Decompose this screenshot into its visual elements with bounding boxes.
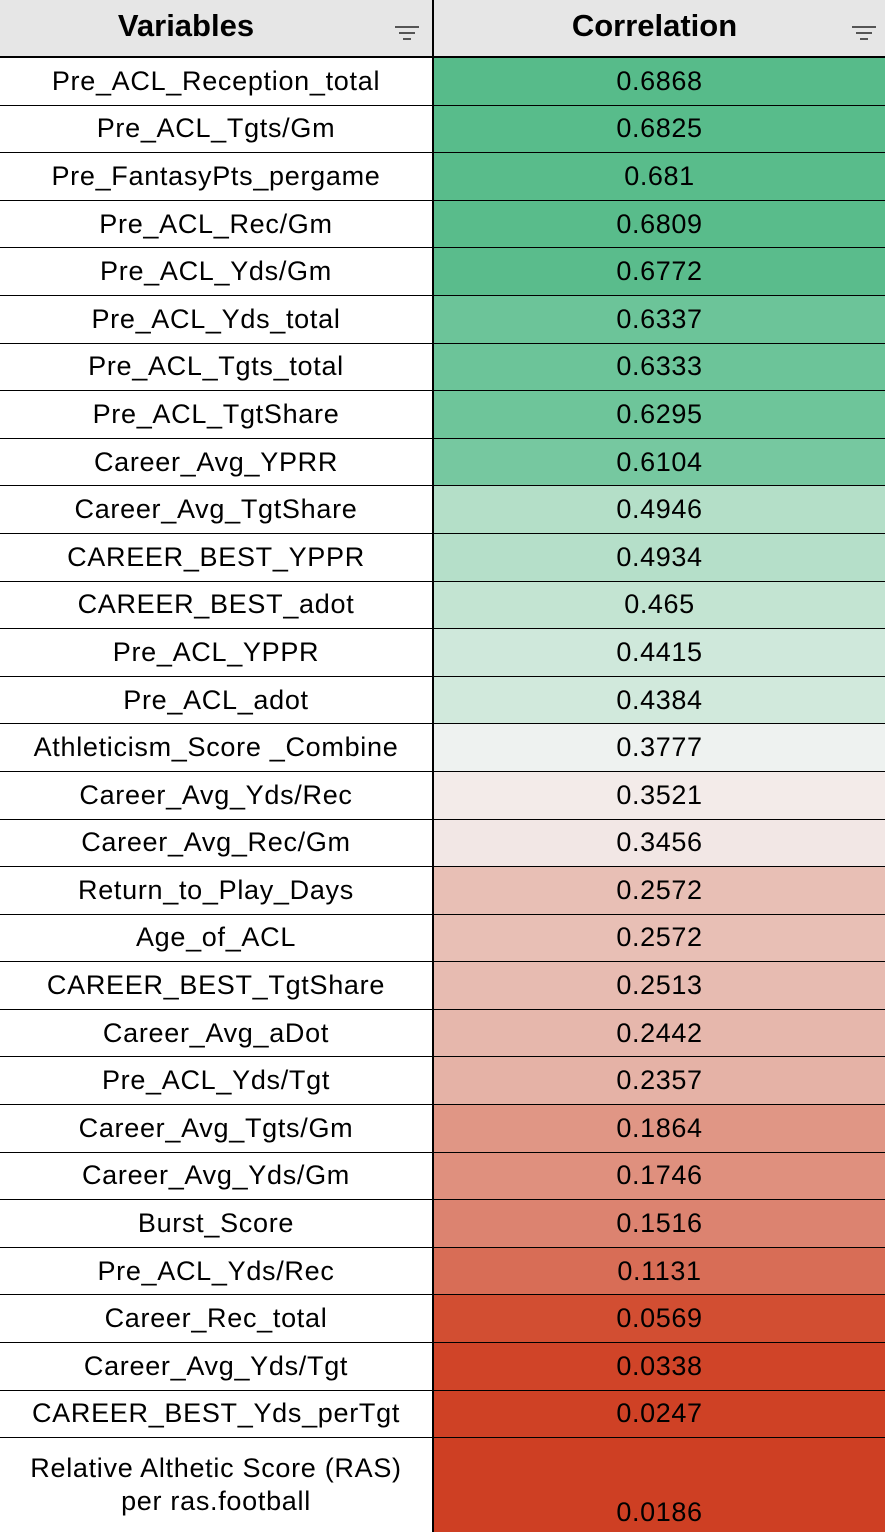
correlation-cell[interactable]: 0.4946 (434, 486, 885, 533)
table-row: CAREER_BEST_TgtShare 0.2513 (0, 962, 885, 1010)
variable-cell[interactable]: Pre_ACL_Rec/Gm (0, 200, 434, 248)
table-row: Career_Avg_Yds/Gm 0.1746 (0, 1152, 885, 1201)
variable-cell[interactable]: CAREER_BEST_adot (0, 581, 434, 629)
correlation-cell[interactable]: 0.6772 (434, 248, 885, 295)
variable-cell[interactable]: Age_of_ACL (0, 914, 434, 962)
correlation-cell[interactable]: 0.2572 (434, 867, 885, 914)
correlation-cell[interactable]: 0.3456 (434, 819, 885, 867)
table-row: Pre_ACL_Yds/Tgt 0.2357 (0, 1057, 885, 1106)
table-row: CAREER_BEST_YPPR 0.4934 (0, 533, 885, 582)
filter-icon[interactable] (851, 24, 877, 42)
variable-cell[interactable]: Career_Rec_total (0, 1295, 434, 1343)
table-row: Pre_ACL_YPPR 0.4415 (0, 629, 885, 677)
variable-cell[interactable]: Career_Avg_Yds/Tgt (0, 1343, 434, 1390)
correlation-cell[interactable]: 0.6333 (434, 343, 885, 391)
table-row: Pre_FantasyPts_pergame 0.681 (0, 153, 885, 201)
correlation-cell[interactable]: 0.1864 (434, 1105, 885, 1152)
correlation-cell[interactable]: 0.2442 (434, 1009, 885, 1057)
correlation-cell[interactable]: 0.6825 (434, 105, 885, 153)
table-row: Pre_ACL_Yds_total 0.6337 (0, 295, 885, 344)
table-row: CAREER_BEST_adot 0.465 (0, 581, 885, 630)
table-row: Pre_ACL_TgtShare 0.6295 (0, 391, 885, 439)
variable-cell[interactable]: Pre_ACL_YPPR (0, 629, 434, 676)
variable-cell[interactable]: CAREER_BEST_TgtShare (0, 962, 434, 1009)
variable-cell[interactable]: Career_Avg_aDot (0, 1009, 434, 1057)
variable-cell[interactable]: Return_to_Play_Days (0, 867, 434, 914)
variable-cell[interactable]: Pre_ACL_Yds/Gm (0, 248, 434, 295)
variable-cell[interactable]: Career_Avg_YPRR (0, 438, 434, 486)
variable-cell[interactable]: Athleticism_Score _Combine (0, 724, 434, 771)
column-header-correlation[interactable]: Correlation (434, 0, 885, 56)
variable-cell[interactable]: Relative Althetic Score (RAS) per ras.fo… (0, 1438, 434, 1532)
table-row: Pre_ACL_Reception_total 0.6868 (0, 58, 885, 106)
table-row: Career_Avg_Rec/Gm 0.3456 (0, 819, 885, 868)
correlation-cell[interactable]: 0.3777 (434, 724, 885, 771)
variable-cell[interactable]: Pre_ACL_Yds_total (0, 295, 434, 343)
table-row: Return_to_Play_Days 0.2572 (0, 867, 885, 915)
correlation-cell[interactable]: 0.3521 (434, 771, 885, 819)
correlation-cell[interactable]: 0.4934 (434, 533, 885, 581)
variable-cell[interactable]: Career_Avg_TgtShare (0, 486, 434, 533)
correlation-cell[interactable]: 0.1131 (434, 1247, 885, 1295)
correlation-cell[interactable]: 0.0569 (434, 1295, 885, 1343)
table-row: Relative Althetic Score (RAS) per ras.fo… (0, 1438, 885, 1532)
correlation-cell[interactable]: 0.4415 (434, 629, 885, 676)
correlation-cell[interactable]: 0.681 (434, 153, 885, 200)
correlation-cell[interactable]: 0.6809 (434, 200, 885, 248)
variable-cell[interactable]: Career_Avg_Rec/Gm (0, 819, 434, 867)
variable-cell[interactable]: Pre_ACL_Reception_total (0, 58, 434, 105)
variable-cell[interactable]: Burst_Score (0, 1200, 434, 1247)
table-row: Career_Avg_Yds/Rec 0.3521 (0, 771, 885, 820)
table-header: Variables Correlation (0, 0, 885, 58)
variable-cell[interactable]: Pre_ACL_Yds/Rec (0, 1247, 434, 1295)
variable-cell[interactable]: CAREER_BEST_YPPR (0, 533, 434, 581)
correlation-cell[interactable]: 0.6337 (434, 295, 885, 343)
column-header-correlation-label: Correlation (571, 8, 738, 43)
correlation-cell[interactable]: 0.4384 (434, 676, 885, 724)
correlation-cell[interactable]: 0.0247 (434, 1390, 885, 1438)
correlation-cell[interactable]: 0.1746 (434, 1152, 885, 1200)
correlation-cell[interactable]: 0.2513 (434, 962, 885, 1009)
correlation-cell[interactable]: 0.6868 (434, 58, 885, 105)
table-row: Pre_ACL_Yds/Gm 0.6772 (0, 248, 885, 296)
variable-cell[interactable]: Pre_ACL_Tgts_total (0, 343, 434, 391)
variable-cell[interactable]: Pre_ACL_TgtShare (0, 391, 434, 438)
table-row: Career_Rec_total 0.0569 (0, 1295, 885, 1344)
column-header-variables-label: Variables (117, 8, 255, 43)
correlation-cell[interactable]: 0.2572 (434, 914, 885, 962)
variable-cell[interactable]: Pre_FantasyPts_pergame (0, 153, 434, 200)
variable-cell[interactable]: CAREER_BEST_Yds_perTgt (0, 1390, 434, 1438)
table-row: Pre_ACL_Rec/Gm 0.6809 (0, 200, 885, 249)
correlation-cell[interactable]: 0.0338 (434, 1343, 885, 1390)
variable-cell[interactable]: Career_Avg_Yds/Gm (0, 1152, 434, 1200)
variable-cell[interactable]: Pre_ACL_adot (0, 676, 434, 724)
table-row: Burst_Score 0.1516 (0, 1200, 885, 1248)
table-row: Career_Avg_Tgts/Gm 0.1864 (0, 1105, 885, 1153)
variable-cell[interactable]: Career_Avg_Tgts/Gm (0, 1105, 434, 1152)
variable-cell[interactable]: Career_Avg_Yds/Rec (0, 771, 434, 819)
table-row: Pre_ACL_Yds/Rec 0.1131 (0, 1247, 885, 1296)
correlation-cell[interactable]: 0.0186 (434, 1438, 885, 1532)
column-header-variables[interactable]: Variables (0, 0, 434, 56)
table-row: Career_Avg_TgtShare 0.4946 (0, 486, 885, 534)
correlation-cell[interactable]: 0.6104 (434, 438, 885, 486)
correlation-cell[interactable]: 0.6295 (434, 391, 885, 438)
table-row: CAREER_BEST_Yds_perTgt 0.0247 (0, 1390, 885, 1439)
table-row: Pre_ACL_Tgts/Gm 0.6825 (0, 105, 885, 154)
table-row: Athleticism_Score _Combine 0.3777 (0, 724, 885, 772)
table-row: Pre_ACL_Tgts_total 0.6333 (0, 343, 885, 392)
table-row: Career_Avg_aDot 0.2442 (0, 1009, 885, 1058)
table-row: Pre_ACL_adot 0.4384 (0, 676, 885, 725)
table-row: Career_Avg_Yds/Tgt 0.0338 (0, 1343, 885, 1391)
table-row: Career_Avg_YPRR 0.6104 (0, 438, 885, 487)
variable-cell[interactable]: Pre_ACL_Yds/Tgt (0, 1057, 434, 1105)
table-row: Age_of_ACL 0.2572 (0, 914, 885, 963)
filter-icon[interactable] (394, 24, 420, 42)
correlation-cell[interactable]: 0.2357 (434, 1057, 885, 1105)
correlation-cell[interactable]: 0.1516 (434, 1200, 885, 1247)
variable-cell[interactable]: Pre_ACL_Tgts/Gm (0, 105, 434, 153)
table-body: Pre_ACL_Reception_total 0.6868 Pre_ACL_Tgt… (0, 58, 885, 1532)
correlation-cell[interactable]: 0.465 (434, 581, 885, 629)
